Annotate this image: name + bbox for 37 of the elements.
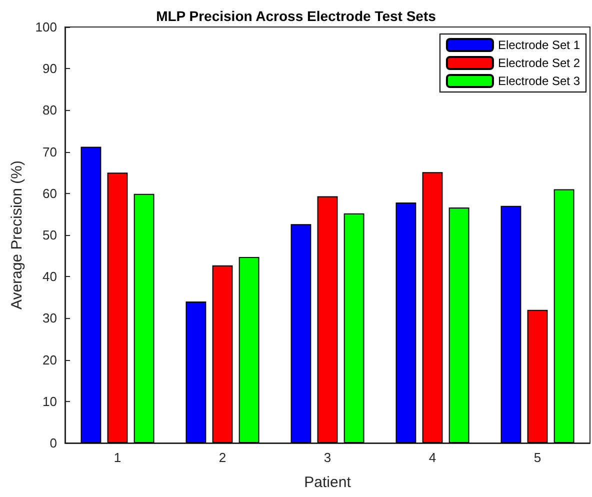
bar	[554, 189, 574, 443]
x-tick-label: 2	[218, 450, 226, 465]
bar	[396, 202, 416, 443]
bar	[500, 206, 522, 443]
y-tick-label: 70	[42, 144, 57, 160]
bar	[238, 257, 260, 443]
legend-label: Electrode Set 1	[498, 38, 580, 52]
legend-label: Electrode Set 2	[498, 56, 580, 70]
y-tick-label: 10	[42, 394, 57, 409]
bar	[134, 194, 154, 443]
bar	[344, 213, 364, 443]
bar	[80, 146, 102, 443]
y-tick-label: 20	[42, 352, 57, 368]
x-tick-label: 5	[534, 450, 542, 465]
bar	[290, 224, 312, 443]
bar	[317, 196, 338, 443]
y-tick-label: 80	[42, 102, 57, 118]
bar	[448, 208, 470, 443]
y-tick-label: 0	[50, 436, 57, 450]
x-tick-label: 3	[324, 450, 332, 465]
legend-label: Electrode Set 3	[498, 74, 580, 88]
y-tick-label: 30	[42, 310, 57, 326]
bar	[527, 310, 548, 443]
bar	[212, 265, 233, 443]
y-axis-title: Average Precision (%)	[8, 160, 26, 310]
x-tick-label: 4	[428, 450, 436, 465]
chart-title: MLP Precision Across Electrode Test Sets	[156, 8, 436, 24]
bar	[422, 172, 443, 443]
y-tick-label: 40	[42, 269, 57, 284]
y-tick-label: 60	[42, 186, 57, 201]
y-tick-label: 50	[42, 228, 57, 242]
x-axis-title: Patient	[304, 474, 352, 491]
y-tick-label: 100	[35, 20, 57, 34]
bar	[186, 302, 206, 443]
bar	[107, 172, 128, 443]
y-tick-label: 90	[42, 61, 57, 76]
x-tick-label: 1	[114, 450, 122, 465]
